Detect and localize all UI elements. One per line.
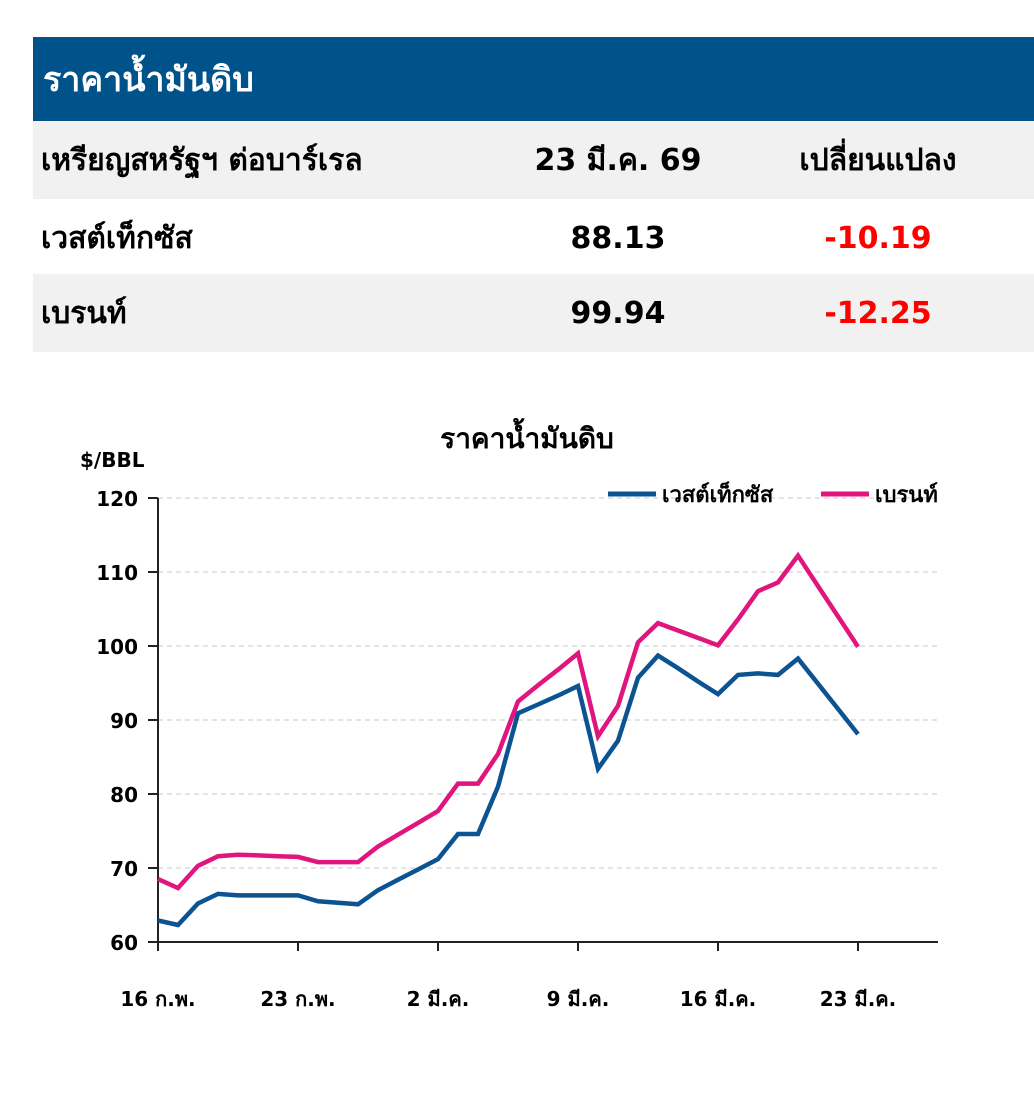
oil-price-chart: ราคาน้ำมันดิบ $/BBL 60 70 80 90 100 110 120 16… [80, 417, 938, 1011]
y-tick-label: 70 [110, 857, 138, 881]
row-change-wti: -10.19 [824, 220, 932, 256]
x-tick-label: 9 มี.ค. [547, 987, 610, 1011]
row-price-brent: 99.94 [570, 295, 666, 331]
row-price-wti: 88.13 [570, 220, 666, 256]
chart-title: ราคาน้ำมันดิบ [440, 417, 614, 455]
x-tick-label: 23 ก.พ. [260, 987, 335, 1011]
y-tick-label: 60 [110, 931, 138, 955]
y-tick-label: 80 [110, 783, 138, 807]
y-tick-label: 120 [96, 487, 138, 511]
x-tick-label: 2 มี.ค. [407, 987, 470, 1011]
legend-entry-wti-label: เวสต์เท็กซัส [662, 480, 774, 508]
series-line-wti [157, 652, 860, 928]
column-header-change: เปลี่ยนแปลง [799, 142, 957, 178]
x-tick-label: 16 ก.พ. [120, 987, 195, 1011]
table-row: เวสต์เท็กซัส 88.13 -10.19 [33, 199, 1034, 277]
legend-entry-brent-label: เบรนท์ [875, 482, 938, 508]
page-title: ราคาน้ำมันดิบ [43, 60, 254, 100]
x-tick-label: 16 มี.ค. [680, 987, 757, 1011]
series-line-brent [157, 551, 860, 891]
column-header-date: 23 มี.ค. 69 [534, 142, 702, 178]
y-tick-label: 100 [96, 635, 138, 659]
x-tick-label: 23 มี.ค. [820, 987, 897, 1011]
column-header-unit: เหรียญสหรัฐฯ ต่อบาร์เรล [41, 142, 363, 178]
table-row: เบรนท์ 99.94 -12.25 [33, 274, 1034, 352]
y-axis-unit-label: $/BBL [80, 448, 145, 472]
table-header-row: เหรียญสหรัฐฯ ต่อบาร์เรล 23 มี.ค. 69 เปลี… [33, 121, 1034, 199]
header-bar: ราคาน้ำมันดิบ [33, 37, 1034, 121]
y-tick-label: 90 [110, 709, 138, 733]
row-name-wti: เวสต์เท็กซัส [41, 220, 193, 256]
row-name-brent: เบรนท์ [41, 295, 127, 331]
row-change-brent: -12.25 [824, 295, 932, 331]
y-tick-label: 110 [96, 561, 138, 585]
